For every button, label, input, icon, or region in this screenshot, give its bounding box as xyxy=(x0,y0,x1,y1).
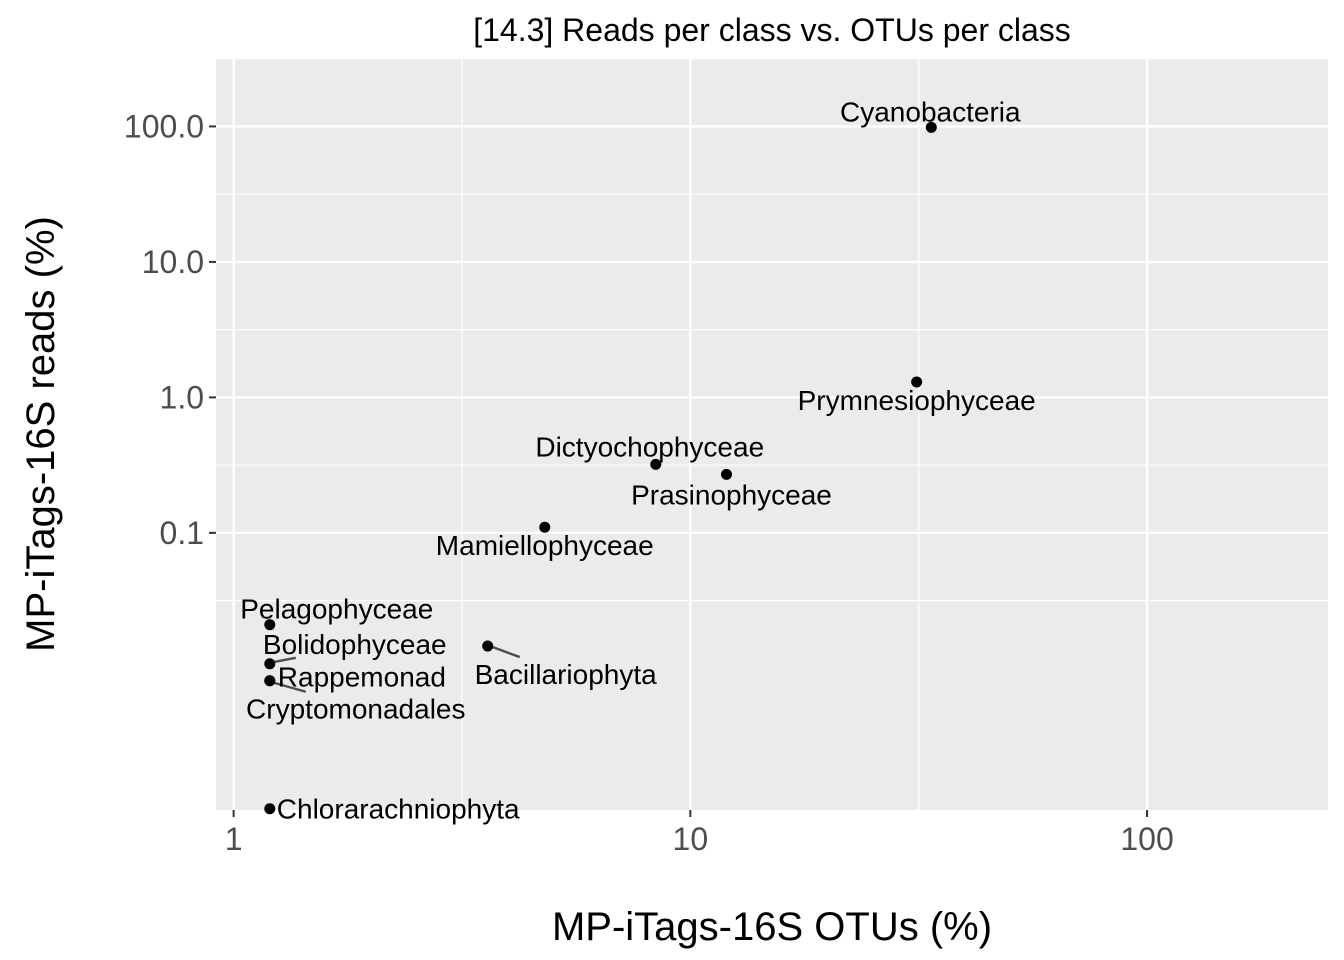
data-label: Bolidophyceae xyxy=(263,629,447,660)
data-label: Bacillariophyta xyxy=(475,659,658,690)
y-tick-label: 1.0 xyxy=(160,379,204,415)
data-point xyxy=(264,803,276,815)
data-point xyxy=(482,640,494,652)
data-label: Rappemonad xyxy=(278,662,446,693)
y-tick-label: 100.0 xyxy=(124,108,204,144)
plot-panel xyxy=(216,58,1328,810)
data-point xyxy=(539,521,551,533)
label-segments xyxy=(273,645,521,693)
chart-title: [14.3] Reads per class vs. OTUs per clas… xyxy=(473,12,1071,48)
data-point xyxy=(264,658,276,670)
x-tick-label: 10 xyxy=(673,821,709,857)
y-axis-title: MP-iTags-16S reads (%) xyxy=(19,216,63,652)
grid-major xyxy=(216,58,1328,810)
data-point xyxy=(925,121,937,133)
label-segment xyxy=(274,656,297,663)
axis-ticks xyxy=(209,125,1149,817)
grid-minor xyxy=(216,58,1328,810)
data-label: Prasinophyceae xyxy=(631,479,832,510)
data-label: Pelagophyceae xyxy=(240,594,433,625)
x-tick-label: 1 xyxy=(225,821,243,857)
data-label: Mamiellophyceae xyxy=(436,530,654,561)
x-tick-label: 100 xyxy=(1120,821,1173,857)
data-point xyxy=(720,468,732,480)
data-label: Cryptomonadales xyxy=(246,694,465,725)
data-point xyxy=(264,675,276,687)
data-point xyxy=(264,619,276,631)
y-tick-label: 0.1 xyxy=(160,515,204,551)
data-point xyxy=(911,376,923,388)
data-labels: Cyanobacteria Prymnesiophyceae Dictyochoph… xyxy=(240,96,1035,824)
data-points xyxy=(264,121,937,815)
data-label: Chlorarachniophyta xyxy=(277,794,520,825)
data-label: Prymnesiophyceae xyxy=(798,385,1036,416)
data-label: Cyanobacteria xyxy=(840,96,1021,127)
axis-tick-labels: 1 10 100 0.1 1.0 10.0 100.0 xyxy=(124,108,1174,857)
data-label: Dictyochophyceae xyxy=(535,431,764,462)
label-segment xyxy=(492,645,521,659)
label-segment xyxy=(273,681,307,693)
x-axis-title: MP-iTags-16S OTUs (%) xyxy=(552,905,992,949)
y-tick-label: 10.0 xyxy=(142,244,204,280)
data-point xyxy=(650,458,662,470)
